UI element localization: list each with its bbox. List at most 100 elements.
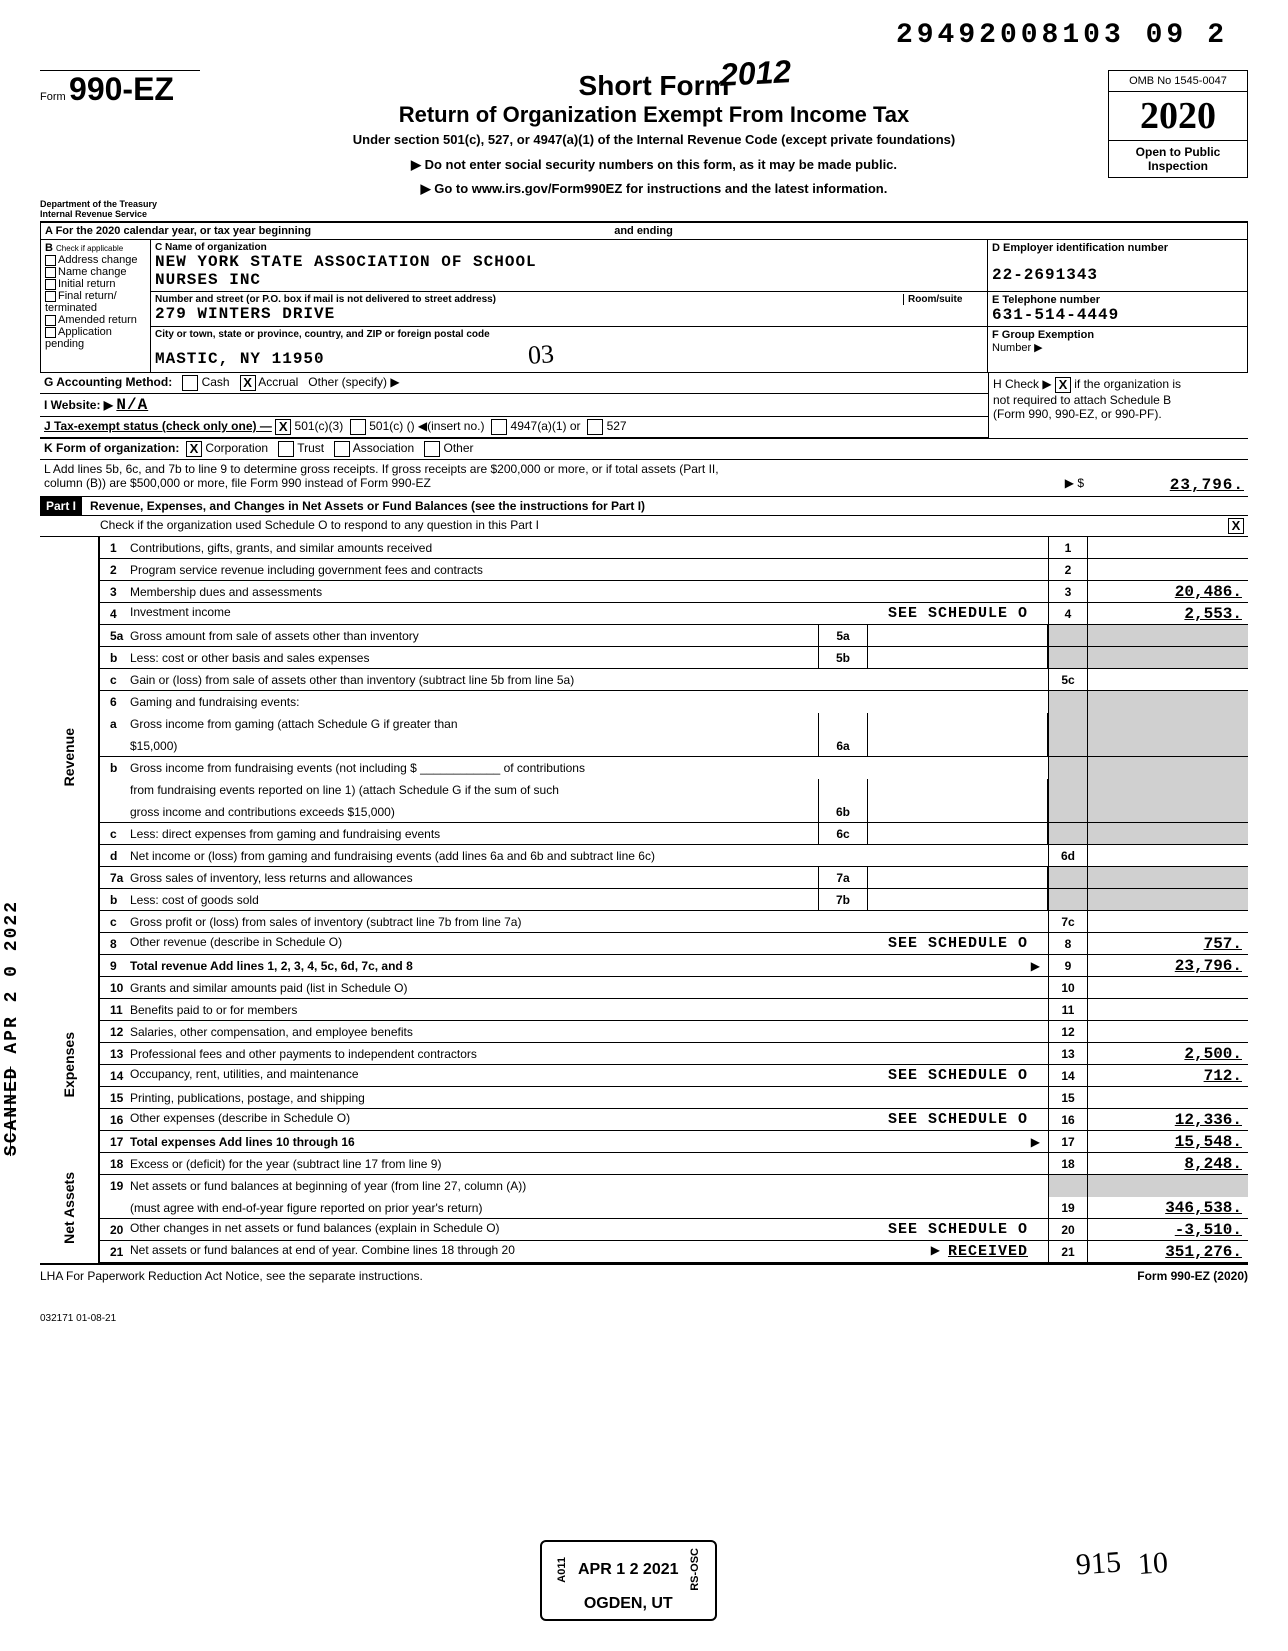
cb-trust[interactable] <box>278 441 294 457</box>
l5b-mn: 5b <box>818 647 868 668</box>
org-name2: NURSES INC <box>155 271 983 289</box>
cb-amended[interactable] <box>45 315 56 326</box>
line-19-1: 19Net assets or fund balances at beginni… <box>100 1175 1248 1197</box>
cb-address[interactable] <box>45 255 56 266</box>
line-16: 16Other expenses (describe in Schedule O… <box>100 1109 1248 1131</box>
dept-row: Department of the Treasury Internal Reve… <box>40 197 1248 222</box>
row-k: K Form of organization: X Corporation Tr… <box>40 439 1248 460</box>
l5a-rn <box>1048 625 1088 646</box>
l6b-d2: of contributions <box>504 761 585 775</box>
line-6b-2: from fundraising events reported on line… <box>100 779 1248 801</box>
l6a-desc: Gross income from gaming (attach Schedul… <box>130 715 818 733</box>
l20-desc: Other changes in net assets or fund bala… <box>130 1219 1048 1240</box>
cb-accrual[interactable]: X <box>240 375 256 391</box>
l6b-num: b <box>100 761 130 775</box>
l2-desc: Program service revenue including govern… <box>130 561 1048 579</box>
line-6: 6Gaming and fundraising events: <box>100 691 1248 713</box>
l5b-mv <box>868 647 1048 668</box>
cb-other-org[interactable] <box>424 441 440 457</box>
title-short: Short Form <box>200 70 1108 102</box>
l6a2-desc: $15,000) <box>130 737 818 755</box>
l-value: 23,796. <box>1084 476 1244 494</box>
rs-osc: RS-OSC <box>689 1548 701 1591</box>
l6c-num: c <box>100 827 130 841</box>
l18-num: 18 <box>100 1157 130 1171</box>
city-label: City or town, state or province, country… <box>155 329 983 340</box>
l7b-num: b <box>100 893 130 907</box>
part-i-check: Check if the organization used Schedule … <box>40 516 1248 537</box>
l12-rn: 12 <box>1048 1021 1088 1042</box>
cb-501c3[interactable]: X <box>275 419 291 435</box>
l17-rn: 17 <box>1048 1131 1088 1152</box>
row-i: I Website: ▶ N/A <box>40 394 988 417</box>
phone-value: 631-514-4449 <box>992 306 1119 324</box>
l6-num: 6 <box>100 695 130 709</box>
line-6d: dNet income or (loss) from gaming and fu… <box>100 845 1248 867</box>
col-c-city: City or town, state or province, country… <box>151 327 988 373</box>
l6a2-rn <box>1048 735 1088 756</box>
footer-code: 032171 01-08-21 <box>40 1313 1248 1324</box>
l7b-rv <box>1088 889 1248 910</box>
row-j: J Tax-exempt status (check only one) — X… <box>40 417 988 438</box>
l8-num: 8 <box>100 937 130 951</box>
cb-schedule-o-used[interactable]: X <box>1228 518 1244 534</box>
dept2: Internal Revenue Service <box>40 209 200 219</box>
cb-501c[interactable] <box>350 419 366 435</box>
l7a-rv <box>1088 867 1248 888</box>
lbl-amended: Amended return <box>58 314 137 326</box>
other-label: Other (specify) ▶ <box>308 375 399 389</box>
l19-rvs <box>1088 1175 1248 1197</box>
l16-so: SEE SCHEDULE O <box>888 1111 1028 1128</box>
l7a-num: 7a <box>100 871 130 885</box>
l12-desc: Salaries, other compensation, and employ… <box>130 1023 1048 1041</box>
l4-rv: 2,553. <box>1088 603 1248 624</box>
line-13: 13Professional fees and other payments t… <box>100 1043 1248 1065</box>
handwrite-bottom: 915 10 <box>1076 1547 1168 1581</box>
l1-rn: 1 <box>1048 537 1088 558</box>
l9-num: 9 <box>100 959 130 973</box>
4947-label: 4947(a)(1) or <box>511 419 581 433</box>
l21-rv: 351,276. <box>1088 1241 1248 1262</box>
l1-desc: Contributions, gifts, grants, and simila… <box>130 539 1048 557</box>
l5a-rv <box>1088 625 1248 646</box>
open-public: Open to Public <box>1109 140 1247 159</box>
cb-4947[interactable] <box>491 419 507 435</box>
title-under: Under section 501(c), 527, or 4947(a)(1)… <box>200 132 1108 147</box>
part-i-label: Part I <box>40 497 82 515</box>
revenue-label: Revenue <box>61 728 77 786</box>
lbl-address: Address change <box>58 254 138 266</box>
cb-pending[interactable] <box>45 327 56 338</box>
cb-corp[interactable]: X <box>186 441 202 457</box>
cb-name[interactable] <box>45 267 56 278</box>
a011: A011 <box>556 1557 568 1583</box>
cb-527[interactable] <box>587 419 603 435</box>
l17-arrow: ▶ <box>1031 1135 1040 1149</box>
k-label: K Form of organization: <box>44 441 179 455</box>
line-9: 9Total revenue Add lines 1, 2, 3, 4, 5c,… <box>100 955 1248 977</box>
cb-initial[interactable] <box>45 279 56 290</box>
l5a-desc: Gross amount from sale of assets other t… <box>130 627 818 645</box>
l6b2-desc: from fundraising events reported on line… <box>130 781 818 799</box>
l5c-num: c <box>100 673 130 687</box>
netassets-section: Net Assets 18Excess or (deficit) for the… <box>40 1153 1248 1265</box>
l7c-desc: Gross profit or (loss) from sales of inv… <box>130 913 1048 931</box>
footer-form: Form 990-EZ (2020) <box>1137 1269 1248 1283</box>
line-14: 14Occupancy, rent, utilities, and mainte… <box>100 1065 1248 1087</box>
cb-final[interactable] <box>45 291 56 302</box>
received-stamp: A011 APR 1 2 2021 RS-OSC OGDEN, UT <box>540 1540 717 1621</box>
l17-d: Total expenses Add lines 10 through 16 <box>130 1135 355 1149</box>
501c3-label: 501(c)(3) <box>295 419 344 433</box>
l16-num: 16 <box>100 1113 130 1127</box>
l6a-mns <box>818 713 868 735</box>
line-17: 17 Total expenses Add lines 10 through 16… <box>100 1131 1248 1153</box>
line-21: 21Net assets or fund balances at end of … <box>100 1241 1248 1263</box>
l20-so: SEE SCHEDULE O <box>888 1221 1028 1238</box>
cb-cash[interactable] <box>182 375 198 391</box>
row-l: L Add lines 5b, 6c, and 7b to line 9 to … <box>40 460 1248 497</box>
cb-schedule-b[interactable]: X <box>1055 377 1071 393</box>
line-19-2: (must agree with end-of-year figure repo… <box>100 1197 1248 1219</box>
501c-label: 501(c) ( <box>369 419 410 433</box>
col-e-phone: E Telephone number 631-514-4449 <box>988 292 1248 327</box>
l5b-desc: Less: cost or other basis and sales expe… <box>130 649 818 667</box>
cb-assoc[interactable] <box>334 441 350 457</box>
